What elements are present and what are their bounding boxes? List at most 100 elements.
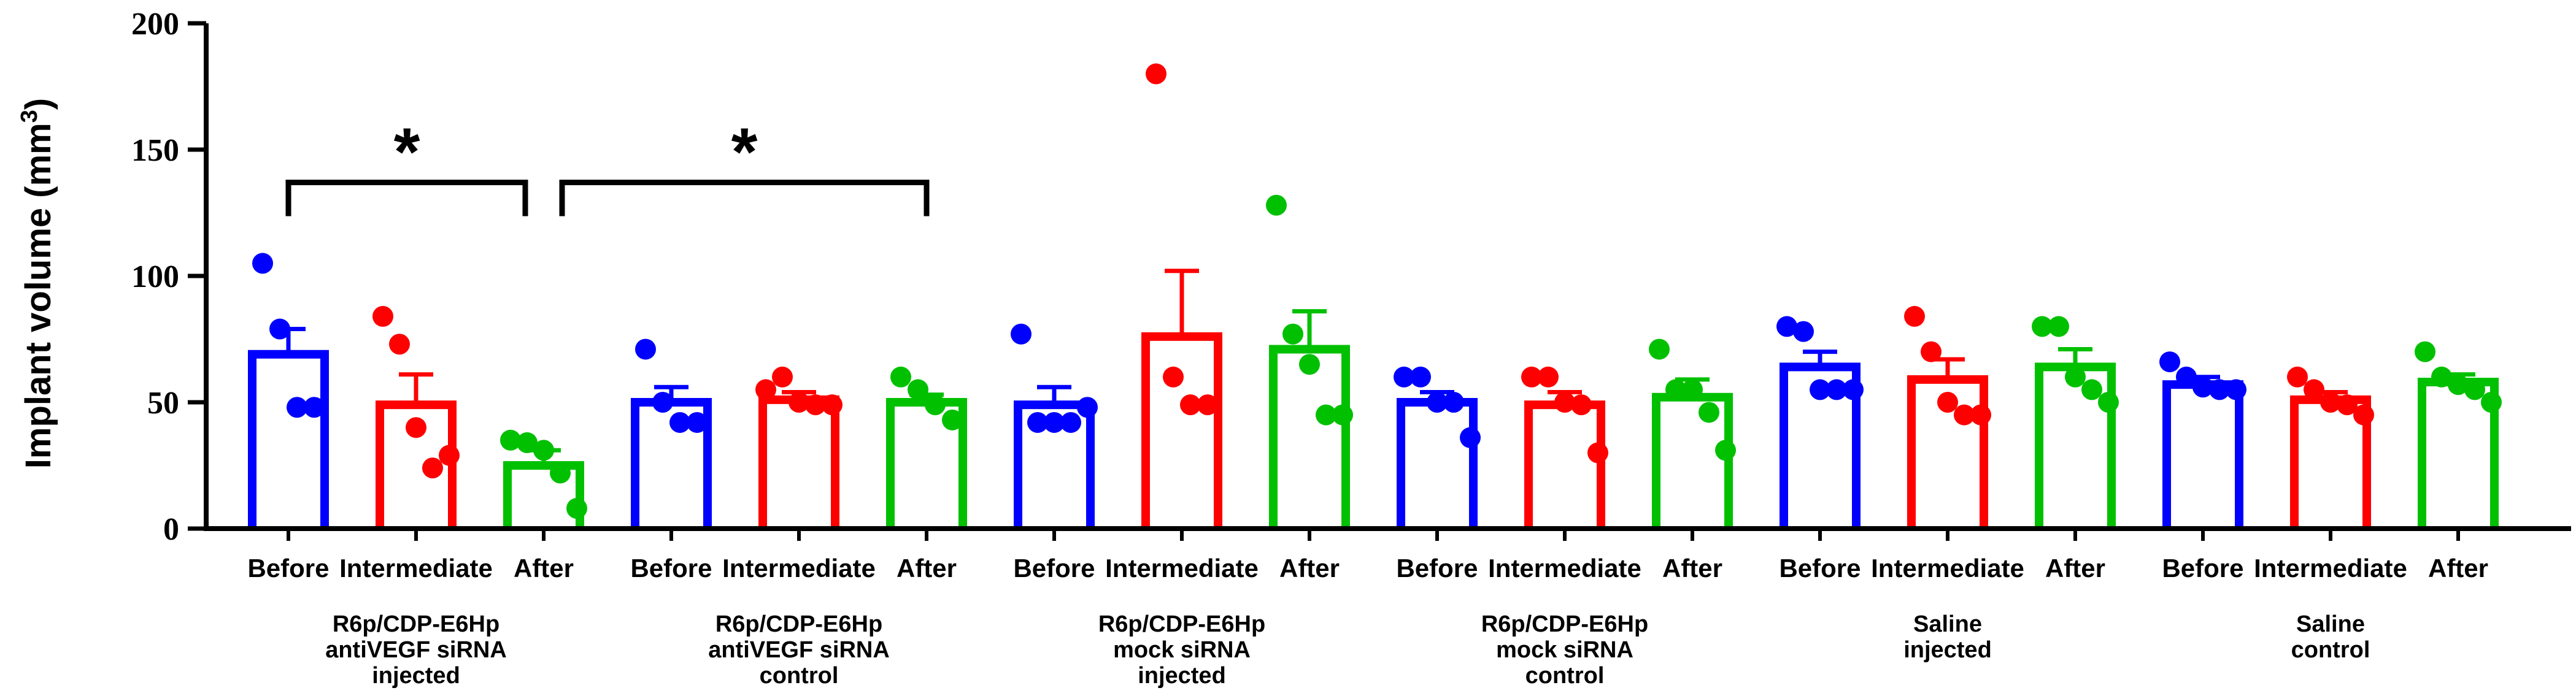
data-point-group4-intermediate-3 xyxy=(1554,392,1575,413)
data-point-group5-intermediate-5 xyxy=(1970,404,1991,426)
data-point-group2-intermediate-5 xyxy=(822,394,843,416)
data-point-group1-intermediate-4 xyxy=(422,457,443,479)
bar-group6-before xyxy=(2162,380,2243,529)
x-tick-label-group2-after: After xyxy=(897,554,957,583)
data-point-group2-before-3 xyxy=(669,411,690,433)
bars-layer xyxy=(248,332,2499,529)
group-label-1-line-1: R6p/CDP-E6Hp xyxy=(333,611,499,637)
group-label-2-line-1: R6p/CDP-E6Hp xyxy=(715,611,882,637)
x-tick-label-group1-before: Before xyxy=(247,554,329,583)
data-point-group2-before-1 xyxy=(635,338,656,360)
data-point-group4-before-5 xyxy=(1460,427,1481,448)
data-point-group1-intermediate-2 xyxy=(389,334,410,355)
data-point-group2-after-4 xyxy=(942,409,963,430)
y-axis-title: Implant volume (mm3) xyxy=(17,98,58,468)
data-point-group5-intermediate-4 xyxy=(1954,404,1975,426)
data-point-group1-after-4 xyxy=(550,462,571,484)
y-tick-label-150: 150 xyxy=(131,133,179,168)
data-point-group6-intermediate-3 xyxy=(2320,392,2341,413)
y-tick-label-50: 50 xyxy=(147,386,179,421)
data-point-group6-before-2 xyxy=(2176,366,2197,388)
group-label-5-line-2: injected xyxy=(1903,637,1992,663)
x-tick-label-group4-intermediate: Intermediate xyxy=(1488,554,1641,583)
data-point-group5-intermediate-1 xyxy=(1904,305,1925,327)
data-point-group3-intermediate-2 xyxy=(1163,366,1184,388)
error-bar-group1-intermediate xyxy=(399,372,433,405)
data-point-group3-before-4 xyxy=(1060,411,1081,433)
data-point-group3-before-1 xyxy=(1011,323,1032,345)
x-tick-label-group6-before: Before xyxy=(2162,554,2243,583)
data-point-group3-intermediate-3 xyxy=(1180,394,1201,416)
group-label-3-line-2: mock siRNA xyxy=(1113,637,1251,663)
labels-layer: Before Intermediate AfterR6p/CDP-E6HpantiV… xyxy=(131,7,2488,689)
data-point-group3-before-5 xyxy=(1077,397,1098,418)
data-point-group2-after-3 xyxy=(925,394,946,416)
x-tick-label-group4-after: After xyxy=(1662,554,1722,583)
data-point-group4-intermediate-1 xyxy=(1521,366,1542,388)
y-axis-title-text: Implant volume (mm xyxy=(18,123,58,468)
group-label-4-line-2: mock siRNA xyxy=(1496,637,1633,663)
data-point-group2-intermediate-3 xyxy=(789,392,809,413)
data-point-group6-after-5 xyxy=(2481,392,2502,413)
data-point-group2-after-2 xyxy=(908,379,928,400)
data-point-group3-before-3 xyxy=(1044,411,1065,433)
x-tick-label-group6-intermediate: Intermediate xyxy=(2254,554,2407,583)
data-point-group5-intermediate-2 xyxy=(1921,341,1942,362)
bar-group2-intermediate xyxy=(758,395,839,529)
data-point-group2-after-1 xyxy=(890,366,911,388)
data-point-group4-intermediate-2 xyxy=(1538,366,1559,388)
data-point-group4-after-2 xyxy=(1665,379,1686,400)
data-point-group6-before-5 xyxy=(2226,379,2246,400)
y-axis-title-superscript: 3 xyxy=(17,110,42,123)
x-tick-label-group6-after: After xyxy=(2428,554,2488,583)
data-point-group4-before-1 xyxy=(1394,366,1414,388)
data-point-group4-intermediate-4 xyxy=(1571,394,1592,416)
data-point-group5-after-1 xyxy=(2032,316,2053,337)
data-point-group5-before-1 xyxy=(1776,316,1797,337)
x-tick-label-group1-after: After xyxy=(514,554,574,583)
group-label-6-line-2: control xyxy=(2291,637,2370,663)
data-point-group2-intermediate-1 xyxy=(755,379,776,400)
group-label-5-line-1: Saline xyxy=(1913,611,1982,637)
data-point-group3-intermediate-4 xyxy=(1197,394,1218,416)
x-tick-label-group3-after: After xyxy=(1279,554,1340,583)
x-tick-label-group5-after: After xyxy=(2045,554,2105,583)
x-tick-label-group2-intermediate: Intermediate xyxy=(722,554,876,583)
error-bar-group3-after xyxy=(1292,309,1327,350)
data-point-group1-intermediate-5 xyxy=(439,445,460,466)
bar-group4-before xyxy=(1397,398,1478,529)
data-point-group4-before-3 xyxy=(1427,392,1448,413)
group-label-2-line-2: antiVEGF siRNA xyxy=(708,637,890,663)
data-point-group6-after-1 xyxy=(2415,341,2435,362)
group-label-6-line-1: Saline xyxy=(2296,611,2365,637)
data-point-group4-after-3 xyxy=(1682,379,1703,400)
x-tick-label-group1-intermediate: Intermediate xyxy=(339,554,493,583)
data-point-group3-before-2 xyxy=(1027,411,1048,433)
data-point-group1-before-1 xyxy=(252,253,273,274)
data-point-group4-intermediate-5 xyxy=(1587,442,1608,464)
error-bar-group5-after xyxy=(2058,346,2092,367)
data-points-layer xyxy=(252,63,2502,519)
bar-group4-intermediate xyxy=(1524,400,1605,529)
data-point-group4-before-2 xyxy=(1410,366,1431,388)
data-point-group2-before-4 xyxy=(687,411,708,433)
data-point-group1-after-5 xyxy=(566,498,587,519)
data-point-group5-intermediate-3 xyxy=(1937,392,1958,413)
data-point-group3-after-5 xyxy=(1332,404,1353,426)
significance-layer: * * xyxy=(285,115,930,216)
data-point-group5-after-3 xyxy=(2065,366,2086,388)
data-point-group6-intermediate-5 xyxy=(2353,404,2374,426)
group-label-3-line-3: injected xyxy=(1138,663,1226,689)
data-point-group3-after-2 xyxy=(1282,323,1303,345)
x-tick-label-group2-before: Before xyxy=(630,554,712,583)
data-point-group5-after-2 xyxy=(2048,316,2069,337)
data-point-group5-before-4 xyxy=(1826,379,1847,400)
data-point-group4-after-4 xyxy=(1699,402,1719,423)
data-point-group5-before-2 xyxy=(1793,321,1814,342)
error-bars-layer xyxy=(271,269,2475,465)
data-point-group5-before-5 xyxy=(1843,379,1864,400)
data-point-group4-after-1 xyxy=(1649,338,1670,360)
x-tick-label-group5-intermediate: Intermediate xyxy=(1871,554,2024,583)
data-point-group6-intermediate-2 xyxy=(2304,379,2324,400)
data-point-group6-before-1 xyxy=(2159,351,2180,373)
